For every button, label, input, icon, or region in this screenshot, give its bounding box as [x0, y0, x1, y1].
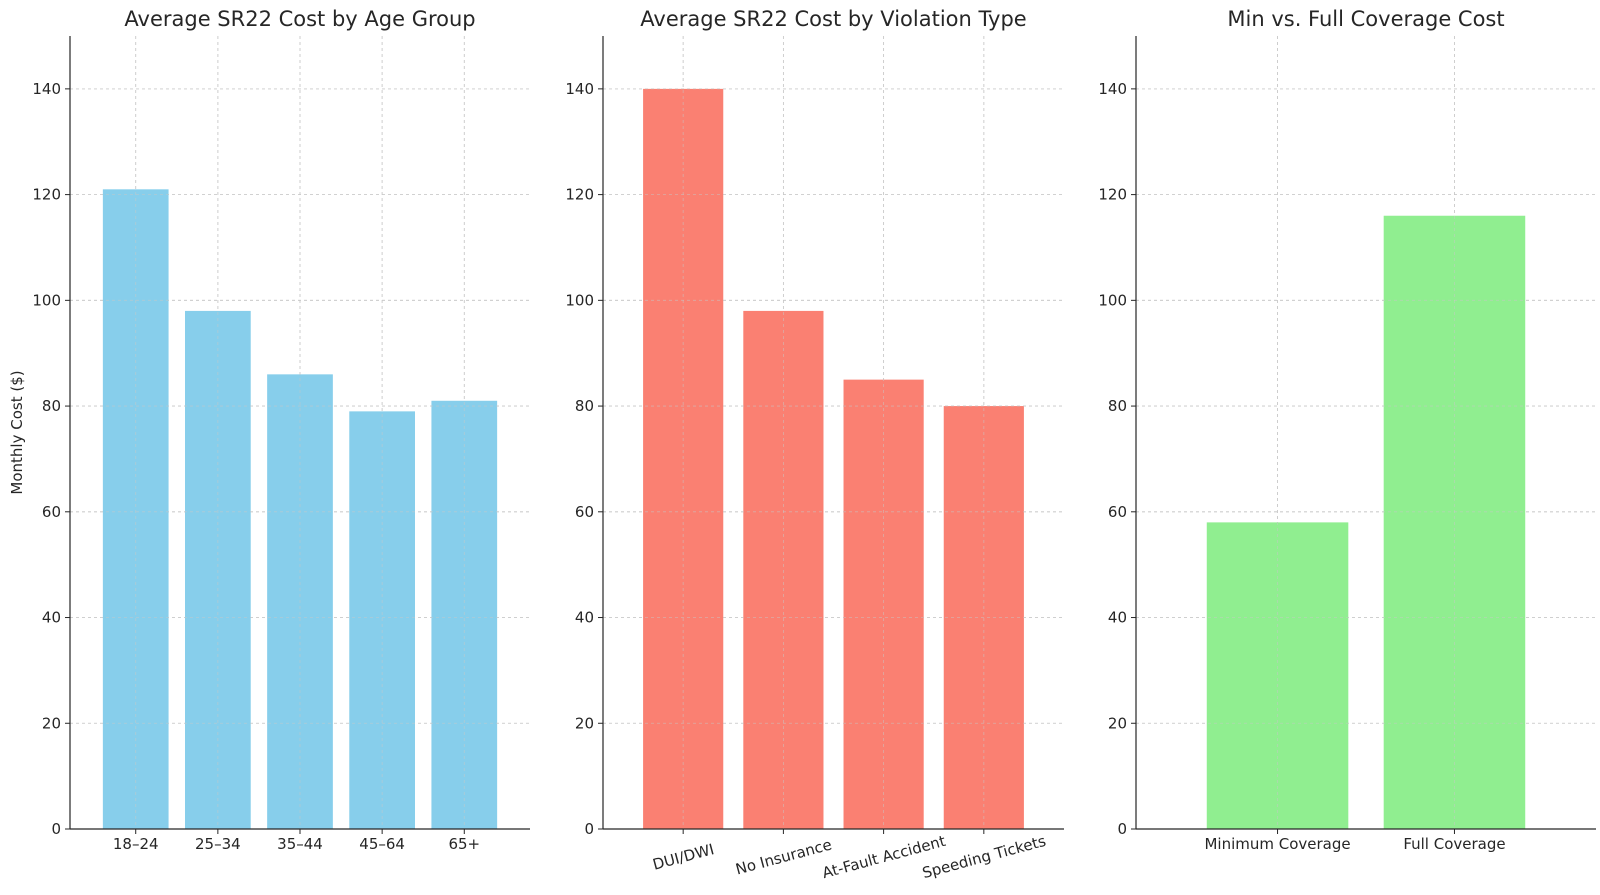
x-tick-label-18-24: 18–24 [113, 835, 159, 853]
x-tick-label-minimum-coverage: Minimum Coverage [1204, 835, 1350, 853]
y-tick-label: 0 [1117, 820, 1127, 838]
x-tick-label-dui-dwi: DUI/DWI [651, 840, 716, 874]
y-tick-label: 0 [584, 820, 594, 838]
y-tick-label: 40 [42, 609, 61, 627]
x-tick-label-25-34: 25–34 [195, 835, 241, 853]
bar-minimum-coverage [1206, 522, 1349, 829]
x-tick-label-65: 65+ [448, 835, 480, 853]
bar-at-fault-accident [843, 379, 924, 829]
y-tick-label: 60 [1108, 503, 1127, 521]
y-tick-label: 120 [32, 186, 61, 204]
y-tick-label: 120 [1098, 186, 1127, 204]
y-tick-label: 40 [1108, 609, 1127, 627]
chart-title-violation-type: Average SR22 Cost by Violation Type [640, 7, 1026, 31]
chart-panel-age-group: 0 20 40 60 80 100 120 140 18–24 25–34 35–44 45–64 65… [8, 7, 530, 853]
x-tick-label-35-44: 35–44 [277, 835, 323, 853]
y-tick-label: 20 [42, 714, 61, 732]
y-tick-label: 60 [575, 503, 594, 521]
y-tick-label: 80 [575, 397, 594, 415]
y-tick-label: 140 [32, 80, 61, 98]
y-tick-label: 80 [1108, 397, 1127, 415]
chart-title-age-group: Average SR22 Cost by Age Group [124, 7, 475, 31]
x-tick-label-full-coverage: Full Coverage [1403, 835, 1505, 853]
x-tick-label-45-64: 45–64 [359, 835, 405, 853]
y-tick-label: 140 [565, 80, 594, 98]
chart-title-coverage-level: Min vs. Full Coverage Cost [1227, 7, 1504, 31]
chart-panel-coverage-level: 0 20 40 60 80 100 120 140 Minimum Coverage Full C… [1098, 7, 1596, 853]
y-tick-label: 140 [1098, 80, 1127, 98]
y-axis-label: Monthly Cost ($) [8, 370, 26, 494]
y-tick-label: 100 [565, 291, 594, 309]
y-tick-label: 60 [42, 503, 61, 521]
y-tick-label: 0 [51, 820, 61, 838]
y-tick-label: 20 [575, 714, 594, 732]
x-tick-label-no-insurance: No Insurance [734, 835, 834, 878]
y-tick-label: 100 [32, 291, 61, 309]
y-tick-label: 80 [42, 397, 61, 415]
y-tick-label: 100 [1098, 291, 1127, 309]
y-tick-label: 120 [565, 186, 594, 204]
y-tick-label: 20 [1108, 714, 1127, 732]
y-tick-label: 40 [575, 609, 594, 627]
